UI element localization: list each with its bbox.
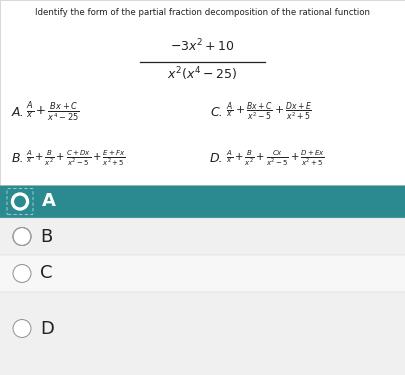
Text: $\frac{A}{x}+\frac{B}{x^2}+\frac{Cx}{x^2-5}+\frac{D+Ex}{x^2+5}$: $\frac{A}{x}+\frac{B}{x^2}+\frac{Cx}{x^2… — [226, 148, 325, 168]
Text: A: A — [42, 192, 56, 210]
Circle shape — [13, 320, 31, 338]
Circle shape — [13, 264, 31, 282]
Text: Identify the form of the partial fraction decomposition of the rational function: Identify the form of the partial fractio… — [35, 8, 370, 17]
Text: B.: B. — [12, 152, 25, 165]
Text: $x^2(x^4-25)$: $x^2(x^4-25)$ — [168, 65, 237, 82]
Circle shape — [11, 193, 28, 210]
Text: $\frac{A}{x}+\frac{B}{x^2}+\frac{C+Dx}{x^2-5}+\frac{E+Fx}{x^2+5}$: $\frac{A}{x}+\frac{B}{x^2}+\frac{C+Dx}{x… — [26, 148, 126, 168]
Bar — [0, 255, 405, 292]
Bar — [0, 185, 405, 218]
Circle shape — [13, 228, 31, 246]
Text: C: C — [40, 264, 53, 282]
Text: $\frac{A}{x}+\frac{Bx+C}{x^4-25}$: $\frac{A}{x}+\frac{Bx+C}{x^4-25}$ — [26, 100, 80, 124]
Text: B: B — [40, 228, 52, 246]
Bar — [0, 218, 405, 255]
Text: D: D — [40, 320, 54, 338]
FancyBboxPatch shape — [7, 189, 33, 214]
Bar — [0, 292, 405, 375]
Circle shape — [15, 196, 25, 207]
Text: $-3x^2+10$: $-3x^2+10$ — [170, 38, 235, 55]
Text: A.: A. — [12, 105, 25, 118]
Text: D.: D. — [210, 152, 224, 165]
Text: C.: C. — [210, 105, 223, 118]
Bar — [0, 0, 405, 185]
Text: $\frac{A}{x}+\frac{Bx+C}{x^2-5}+\frac{Dx+E}{x^2+5}$: $\frac{A}{x}+\frac{Bx+C}{x^2-5}+\frac{Dx… — [226, 100, 312, 123]
